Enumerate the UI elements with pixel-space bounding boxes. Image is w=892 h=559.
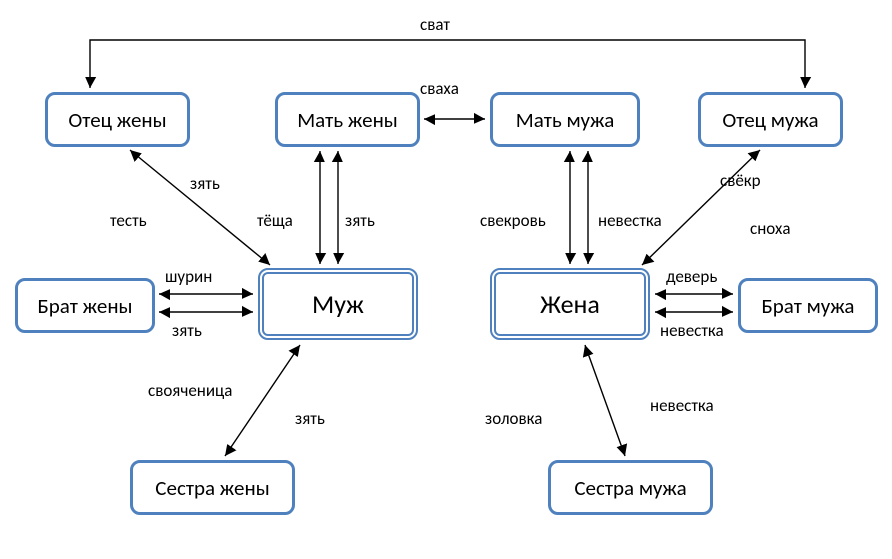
node-mat_zheny: Мать жены bbox=[275, 92, 420, 147]
node-label: Отец мужа bbox=[722, 107, 818, 133]
edge-label-snokha: сноха bbox=[750, 218, 791, 239]
edge-label-zyat4: зять bbox=[295, 408, 325, 429]
edge-label-zyat1: зять bbox=[190, 173, 220, 194]
node-label: Муж bbox=[312, 288, 364, 320]
node-muzh: Муж bbox=[258, 268, 418, 340]
node-otets_zheny: Отец жены bbox=[45, 92, 190, 147]
node-label: Сестра мужа bbox=[574, 475, 686, 501]
edge-svoyachenitsa bbox=[225, 345, 300, 456]
edge-label-zyat3: зять bbox=[172, 320, 202, 341]
edge-label-test: тесть bbox=[110, 210, 147, 231]
edge-label-svoyachenitsa: свояченица bbox=[148, 380, 232, 401]
node-sestra_zheny: Сестра жены bbox=[130, 460, 295, 515]
edge-label-dever: деверь bbox=[666, 266, 717, 287]
edge-label-nevestka1: невестка bbox=[598, 210, 662, 231]
edge-label-svaha: сваха bbox=[420, 78, 459, 99]
node-brat_zheny: Брат жены bbox=[15, 278, 155, 333]
node-label: Отец жены bbox=[68, 107, 166, 133]
edge-zolovka bbox=[585, 345, 625, 456]
node-otets_muzha: Отец мужа bbox=[698, 92, 843, 147]
edge-label-tyoshcha: тёща bbox=[257, 210, 293, 231]
edge-label-svyokr: свёкр bbox=[720, 170, 761, 191]
node-brat_muzha: Брат мужа bbox=[738, 278, 878, 333]
node-mat_muzha: Мать мужа bbox=[490, 92, 640, 147]
node-label: Брат жены bbox=[37, 293, 132, 319]
edge-label-zyat2: зять bbox=[345, 210, 375, 231]
node-sestra_muzha: Сестра мужа bbox=[548, 460, 713, 515]
node-label: Сестра жены bbox=[155, 475, 269, 501]
edge-label-nevestka2: невестка bbox=[660, 320, 724, 341]
edge-label-svat: сват bbox=[420, 14, 450, 35]
edge-svyokr bbox=[642, 150, 760, 265]
node-label: Мать мужа bbox=[516, 107, 615, 133]
node-label: Мать жены bbox=[297, 107, 398, 133]
edge-label-nevestka3: невестка bbox=[650, 395, 714, 416]
node-label: Брат мужа bbox=[761, 293, 854, 319]
node-label: Жена bbox=[540, 288, 600, 320]
edge-label-svekrov: свекровь bbox=[480, 210, 546, 231]
edge-test bbox=[130, 150, 270, 265]
node-zhena: Жена bbox=[490, 268, 650, 340]
edge-label-zolovka: золовка bbox=[485, 408, 542, 429]
edge-label-shurin: шурин bbox=[165, 266, 212, 287]
